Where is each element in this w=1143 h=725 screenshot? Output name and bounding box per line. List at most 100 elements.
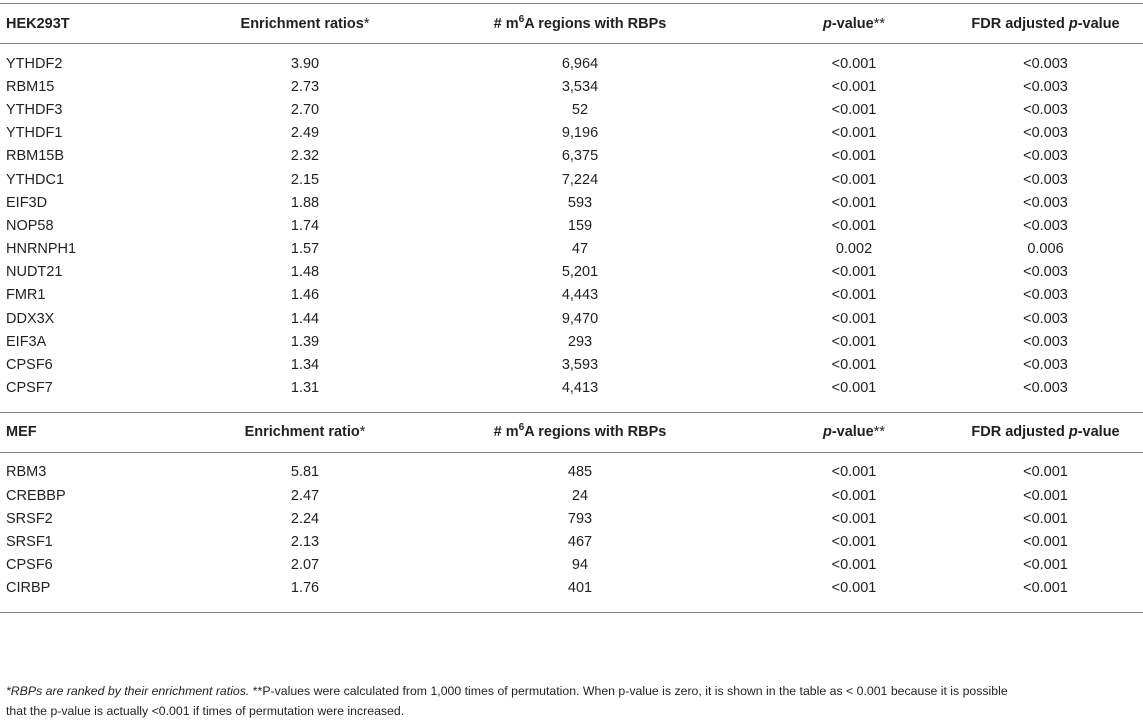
table-top-rule <box>0 3 1143 4</box>
regions-count-cell: 293 <box>567 333 593 350</box>
rbp-name-cell: EIF3A <box>6 333 47 350</box>
rbp-name-cell: YTHDC1 <box>6 171 65 188</box>
enrichment-cell: 1.44 <box>290 310 320 327</box>
pvalue-cell: <0.001 <box>831 310 877 327</box>
regions-count-cell: 9,196 <box>561 125 599 142</box>
rbp-name-cell: RBM3 <box>6 464 47 481</box>
fdr-cell: <0.003 <box>1023 171 1068 188</box>
pvalue-cell: <0.001 <box>831 580 877 597</box>
pvalue-cell: <0.001 <box>831 464 877 481</box>
pvalue-cell: <0.001 <box>831 194 877 211</box>
table-row: RBM15B 2.32 6,375 <0.001 <0.003 <box>0 145 1143 168</box>
fdr-cell: <0.003 <box>1023 101 1068 118</box>
table-row: YTHDF1 2.49 9,196 <0.001 <0.003 <box>0 122 1143 145</box>
regions-count-cell: 3,593 <box>561 357 599 374</box>
enrichment-cell: 1.88 <box>290 194 320 211</box>
table-row: RBM15 2.73 3,534 <0.001 <0.003 <box>0 75 1143 98</box>
table-row: SRSF1 2.13 467 <0.001 <0.001 <box>0 530 1143 553</box>
pvalue-cell: <0.001 <box>831 333 877 350</box>
regions-count-cell: 52 <box>571 101 589 118</box>
regions-count-cell: 3,534 <box>561 78 599 95</box>
table-row: CPSF7 1.31 4,413 <0.001 <0.003 <box>0 377 1143 400</box>
pvalue-cell: <0.001 <box>831 78 877 95</box>
header-enrichment: Enrichment ratio* <box>244 424 366 441</box>
fdr-cell: 0.006 <box>1027 241 1064 258</box>
pvalue-cell: <0.001 <box>831 101 877 118</box>
table-row: CIRBP 1.76 401 <0.001 <0.001 <box>0 577 1143 600</box>
rbp-name-cell: CPSF7 <box>6 380 53 397</box>
enrichment-cell: 1.74 <box>290 217 320 234</box>
table-row: EIF3D 1.88 593 <0.001 <0.003 <box>0 191 1143 214</box>
rbp-name-cell: YTHDF1 <box>6 125 63 142</box>
fdr-cell: <0.001 <box>1023 557 1068 574</box>
enrichment-cell: 1.57 <box>290 241 320 258</box>
rbp-name-cell: RBM15B <box>6 148 65 165</box>
table-body-mef: RBM3 5.81 485 <0.001 <0.001 CREBBP 2.47 24 <0.00… <box>0 461 1143 600</box>
regions-count-cell: 9,470 <box>561 310 599 327</box>
pvalue-cell: <0.001 <box>831 510 877 527</box>
table-footnote: *RBPs are ranked by their enrichment rat… <box>6 684 1008 718</box>
regions-count-cell: 401 <box>567 580 593 597</box>
table-row: CPSF6 1.34 3,593 <0.001 <0.003 <box>0 353 1143 376</box>
fdr-cell: <0.003 <box>1023 287 1068 304</box>
pvalue-cell: <0.001 <box>831 357 877 374</box>
table-row: FMR1 1.46 4,443 <0.001 <0.003 <box>0 284 1143 307</box>
header-fdr: FDR adjusted p-value <box>971 15 1120 32</box>
table-row: YTHDC1 2.15 7,224 <0.001 <0.003 <box>0 168 1143 191</box>
table-row: YTHDF2 3.90 6,964 <0.001 <0.003 <box>0 52 1143 75</box>
enrichment-cell: 2.24 <box>290 510 320 527</box>
pvalue-cell: <0.001 <box>831 380 877 397</box>
regions-count-cell: 6,375 <box>561 148 599 165</box>
regions-count-cell: 5,201 <box>561 264 599 281</box>
regions-count-cell: 7,224 <box>561 171 599 188</box>
enrichment-cell: 1.31 <box>290 380 320 397</box>
fdr-cell: <0.003 <box>1023 310 1068 327</box>
header-fdr: FDR adjusted p-value <box>971 424 1120 441</box>
fdr-cell: <0.003 <box>1023 194 1068 211</box>
table-row: EIF3A 1.39 293 <0.001 <0.003 <box>0 330 1143 353</box>
enrichment-cell: 1.39 <box>290 333 320 350</box>
section-rule-mef <box>0 411 1143 413</box>
pvalue-cell: <0.001 <box>831 264 877 281</box>
regions-count-cell: 4,443 <box>561 287 599 304</box>
rbp-name-cell: EIF3D <box>6 194 48 211</box>
rbp-name-cell: CPSF6 <box>6 357 53 374</box>
table-row: NUDT21 1.48 5,201 <0.001 <0.003 <box>0 261 1143 284</box>
regions-count-cell: 593 <box>567 194 593 211</box>
header-rule-mef <box>0 451 1143 453</box>
table-row: CPSF6 2.07 94 <0.001 <0.001 <box>0 554 1143 577</box>
header-rule-hek293t <box>0 43 1143 44</box>
regions-count-cell: 159 <box>567 217 593 234</box>
pvalue-cell: <0.001 <box>831 125 877 142</box>
fdr-cell: <0.001 <box>1023 464 1068 481</box>
rbp-name-cell: CREBBP <box>6 487 66 504</box>
header-row-hek293t: HEK293T Enrichment ratios* # m6A regions… <box>0 4 1143 43</box>
pvalue-cell: <0.001 <box>831 533 877 550</box>
pvalue-cell: <0.001 <box>831 557 877 574</box>
enrichment-cell: 3.90 <box>290 55 320 72</box>
fdr-cell: <0.003 <box>1023 148 1068 165</box>
header-cell-line: MEF <box>6 424 37 441</box>
table-row: RBM3 5.81 485 <0.001 <0.001 <box>0 461 1143 484</box>
regions-count-cell: 4,413 <box>561 380 599 397</box>
enrichment-cell: 1.76 <box>290 580 320 597</box>
pvalue-cell: <0.001 <box>831 487 877 504</box>
rbp-name-cell: CIRBP <box>6 580 51 597</box>
enrichment-cell: 2.49 <box>290 125 320 142</box>
enrichment-cell: 2.47 <box>290 487 320 504</box>
enrichment-cell: 5.81 <box>290 464 320 481</box>
enrichment-cell: 2.32 <box>290 148 320 165</box>
enrichment-cell: 2.13 <box>290 533 320 550</box>
fdr-cell: <0.003 <box>1023 264 1068 281</box>
header-row-mef: MEF Enrichment ratio* # m6A regions with… <box>0 413 1143 452</box>
table-row: YTHDF3 2.70 52 <0.001 <0.003 <box>0 98 1143 121</box>
fdr-cell: <0.001 <box>1023 487 1068 504</box>
enrichment-cell: 2.07 <box>290 557 320 574</box>
rbp-name-cell: FMR1 <box>6 287 46 304</box>
pvalue-cell: <0.001 <box>831 217 877 234</box>
pvalue-cell: <0.001 <box>831 148 877 165</box>
regions-count-cell: 24 <box>571 487 589 504</box>
rbp-name-cell: NUDT21 <box>6 264 63 281</box>
regions-count-cell: 467 <box>567 533 593 550</box>
rbp-name-cell: YTHDF3 <box>6 101 63 118</box>
